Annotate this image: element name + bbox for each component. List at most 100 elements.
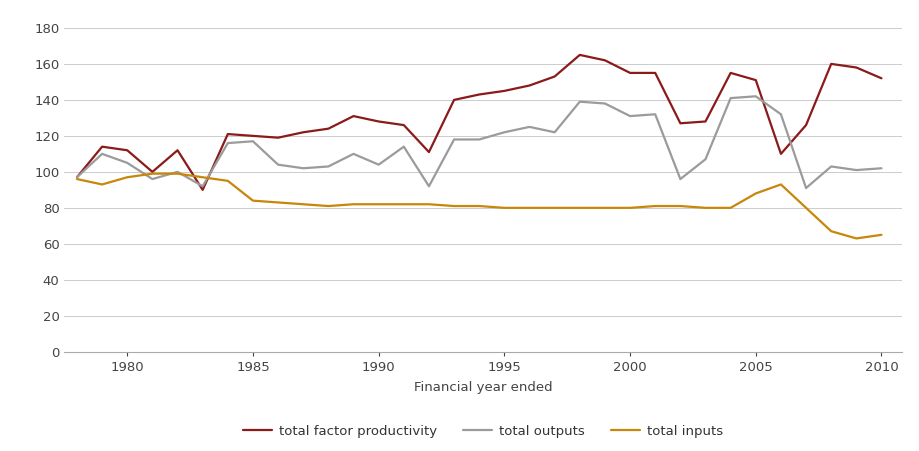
total inputs bbox=[649, 203, 660, 209]
total factor productivity bbox=[699, 119, 710, 124]
total outputs bbox=[222, 140, 233, 146]
total factor productivity bbox=[172, 147, 183, 153]
Legend: total factor productivity, total outputs, total inputs: total factor productivity, total outputs… bbox=[238, 419, 727, 443]
total outputs bbox=[147, 176, 158, 182]
total factor productivity bbox=[72, 175, 83, 180]
total inputs bbox=[448, 203, 460, 209]
total inputs bbox=[222, 178, 233, 184]
total factor productivity bbox=[850, 65, 861, 70]
total inputs bbox=[498, 205, 509, 211]
total outputs bbox=[423, 184, 434, 189]
total outputs bbox=[775, 111, 786, 117]
total factor productivity bbox=[524, 83, 535, 88]
total outputs bbox=[197, 184, 208, 189]
total inputs bbox=[473, 203, 484, 209]
total factor productivity bbox=[197, 187, 208, 193]
total factor productivity bbox=[599, 58, 610, 63]
total factor productivity bbox=[121, 147, 132, 153]
total factor productivity bbox=[448, 97, 460, 102]
total outputs bbox=[96, 151, 108, 156]
X-axis label: Financial year ended: Financial year ended bbox=[414, 381, 551, 394]
total outputs bbox=[599, 101, 610, 106]
total outputs bbox=[649, 111, 660, 117]
total factor productivity bbox=[222, 131, 233, 137]
total inputs bbox=[624, 205, 635, 211]
total factor productivity bbox=[498, 88, 509, 94]
total outputs bbox=[298, 166, 309, 171]
total outputs bbox=[323, 164, 334, 169]
total outputs bbox=[850, 167, 861, 173]
total outputs bbox=[172, 169, 183, 175]
total factor productivity bbox=[423, 149, 434, 155]
total outputs bbox=[675, 176, 686, 182]
total factor productivity bbox=[298, 129, 309, 135]
total inputs bbox=[247, 198, 258, 203]
total inputs bbox=[675, 203, 686, 209]
total outputs bbox=[524, 124, 535, 129]
total factor productivity bbox=[323, 126, 334, 131]
total factor productivity bbox=[473, 92, 484, 97]
total inputs bbox=[423, 202, 434, 207]
total inputs bbox=[775, 182, 786, 187]
total factor productivity bbox=[549, 74, 560, 79]
total inputs bbox=[96, 182, 108, 187]
total factor productivity bbox=[649, 70, 660, 76]
total outputs bbox=[800, 185, 811, 191]
total outputs bbox=[624, 113, 635, 119]
total inputs bbox=[147, 171, 158, 176]
total outputs bbox=[699, 156, 710, 162]
total factor productivity bbox=[775, 151, 786, 156]
total outputs bbox=[498, 129, 509, 135]
total factor productivity bbox=[398, 122, 409, 128]
total factor productivity bbox=[724, 70, 735, 76]
total factor productivity bbox=[373, 119, 384, 124]
total factor productivity bbox=[96, 144, 108, 149]
total factor productivity bbox=[624, 70, 635, 76]
total inputs bbox=[373, 202, 384, 207]
total inputs bbox=[750, 191, 761, 196]
total inputs bbox=[72, 176, 83, 182]
total factor productivity bbox=[875, 76, 886, 81]
total inputs bbox=[724, 205, 735, 211]
total outputs bbox=[875, 166, 886, 171]
total inputs bbox=[298, 202, 309, 207]
total outputs bbox=[473, 137, 484, 142]
total inputs bbox=[699, 205, 710, 211]
total inputs bbox=[398, 202, 409, 207]
total factor productivity bbox=[347, 113, 358, 119]
total factor productivity bbox=[675, 120, 686, 126]
total outputs bbox=[549, 129, 560, 135]
total inputs bbox=[875, 232, 886, 238]
total outputs bbox=[398, 144, 409, 149]
Line: total inputs: total inputs bbox=[77, 174, 880, 239]
total inputs bbox=[549, 205, 560, 211]
total inputs bbox=[347, 202, 358, 207]
total factor productivity bbox=[824, 61, 835, 67]
total outputs bbox=[272, 162, 283, 167]
total factor productivity bbox=[272, 135, 283, 140]
total outputs bbox=[247, 138, 258, 144]
total outputs bbox=[824, 164, 835, 169]
total inputs bbox=[850, 236, 861, 241]
total inputs bbox=[272, 200, 283, 205]
total outputs bbox=[347, 151, 358, 156]
total inputs bbox=[599, 205, 610, 211]
total outputs bbox=[373, 162, 384, 167]
Line: total factor productivity: total factor productivity bbox=[77, 55, 880, 190]
total inputs bbox=[197, 175, 208, 180]
total factor productivity bbox=[573, 52, 584, 58]
total factor productivity bbox=[147, 169, 158, 175]
total inputs bbox=[121, 175, 132, 180]
total outputs bbox=[72, 175, 83, 180]
total inputs bbox=[323, 203, 334, 209]
total outputs bbox=[750, 94, 761, 99]
total factor productivity bbox=[247, 133, 258, 138]
total outputs bbox=[573, 99, 584, 104]
total outputs bbox=[121, 160, 132, 166]
total factor productivity bbox=[800, 122, 811, 128]
Line: total outputs: total outputs bbox=[77, 97, 880, 188]
total outputs bbox=[724, 96, 735, 101]
total outputs bbox=[448, 137, 460, 142]
total inputs bbox=[524, 205, 535, 211]
total inputs bbox=[800, 205, 811, 211]
